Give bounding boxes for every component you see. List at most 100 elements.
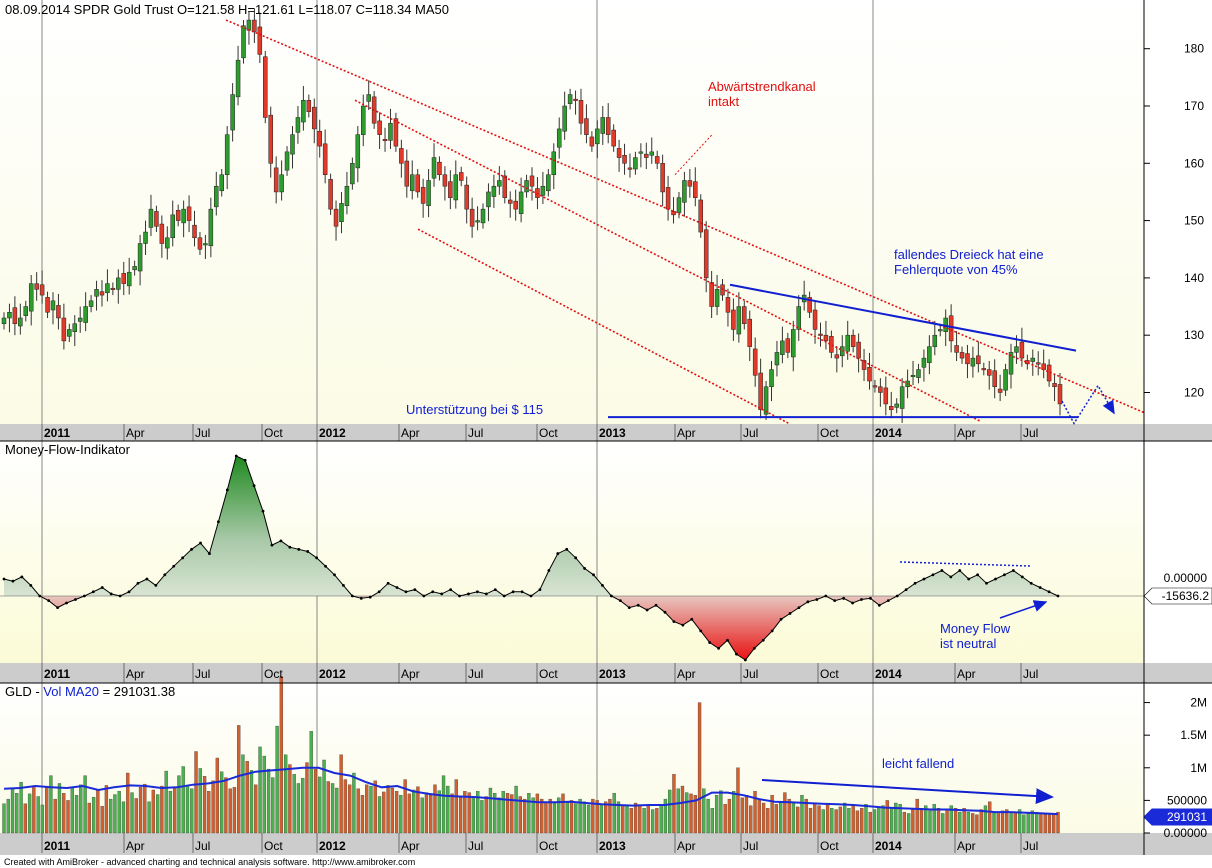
candle (132, 266, 137, 271)
mf-point (565, 547, 569, 551)
volume-bar (138, 787, 143, 834)
volume-bar (586, 804, 591, 834)
volume-bar (616, 801, 621, 834)
candle (399, 148, 404, 164)
volume-bar (309, 731, 313, 834)
mf-point (404, 590, 408, 594)
candle (927, 346, 932, 363)
volume-bar (352, 772, 356, 834)
x-tick-label: 2011 (44, 839, 70, 853)
x-tick-label: 2012 (319, 667, 346, 681)
candle (126, 271, 132, 287)
candle (785, 338, 791, 353)
volume-bar (79, 784, 83, 834)
x-tick-label: Jul (743, 839, 758, 853)
mf-point (904, 588, 908, 592)
volume-bar (808, 808, 813, 834)
candle (219, 174, 224, 192)
mf-point (377, 590, 381, 594)
annotation-leader (674, 134, 713, 176)
volume-bar (668, 789, 672, 834)
mf-point (458, 594, 461, 598)
volume-bar (1052, 814, 1056, 834)
volume-bar (87, 802, 91, 834)
candle (486, 191, 491, 208)
candle (480, 208, 486, 224)
candle (475, 220, 480, 223)
volume-bar (1039, 813, 1043, 834)
volume-bar (429, 795, 433, 834)
mf-point (806, 600, 810, 604)
candle (50, 300, 56, 311)
volume-bar (881, 805, 885, 834)
price-y-tick-label: 120 (1184, 385, 1204, 399)
volume-bar (454, 779, 458, 834)
x-tick-label: Oct (820, 667, 839, 681)
candle (290, 134, 295, 155)
volume-bar (625, 805, 629, 834)
x-tick-label: Apr (677, 426, 696, 440)
volume-bar (847, 808, 851, 834)
mf-point (752, 646, 756, 650)
mf-point (609, 594, 613, 598)
volume-bar (45, 787, 49, 834)
candle (758, 372, 763, 410)
candle (845, 334, 850, 352)
candle (497, 180, 502, 187)
volume-bar (796, 806, 800, 834)
annotation-triangle: fallendes Dreieck hat eine (894, 247, 1044, 262)
candle (388, 122, 393, 141)
x-tick-label: Apr (126, 667, 145, 681)
candle (752, 348, 758, 376)
candle (192, 224, 197, 239)
candle (997, 388, 1003, 393)
candle (284, 151, 290, 171)
volume-bar (988, 801, 992, 834)
x-tick-label: 2013 (599, 667, 626, 681)
volume-bar (804, 798, 808, 834)
candle (224, 134, 230, 176)
volume-bar (898, 804, 902, 834)
mf-point (949, 575, 953, 579)
volume-bar (100, 806, 104, 834)
candle (850, 334, 856, 347)
volume-bar (825, 804, 830, 834)
volume-bar (433, 784, 437, 834)
volume-bar (680, 785, 685, 834)
mf-point (583, 567, 586, 570)
mf-point (842, 596, 846, 600)
mf-point (976, 573, 980, 577)
volume-bar (885, 800, 889, 834)
mf-point (216, 520, 220, 524)
candle (736, 306, 742, 335)
mf-point (869, 596, 872, 600)
mf-positive-area (4, 456, 1058, 596)
volume-bar (953, 808, 958, 834)
mf-point (306, 550, 310, 553)
mf-point (252, 484, 256, 488)
candle (616, 148, 622, 158)
volume-bar (932, 804, 936, 834)
mf-point (672, 620, 676, 623)
volume-bar (919, 808, 924, 834)
volume-bar (70, 787, 74, 834)
volume-bar (241, 754, 245, 834)
candle (1019, 341, 1025, 359)
x-tick-label: Apr (957, 426, 976, 440)
volume-y-tick-label: 1.5M (1180, 728, 1207, 742)
candle (39, 284, 45, 296)
x-tick-label: Jul (1023, 667, 1038, 681)
mf-point (359, 596, 363, 600)
volume-bar (958, 811, 962, 834)
volume-bar (1026, 813, 1030, 834)
x-tick-label: Apr (401, 426, 420, 440)
price-y-tick-label: 130 (1184, 328, 1204, 342)
candle (654, 156, 660, 164)
candle (121, 273, 127, 284)
volume-bar (727, 798, 732, 834)
volume-bar (834, 809, 838, 834)
channel-middle-line (354, 99, 981, 422)
x-tick-label: 2014 (875, 667, 902, 681)
volume-bar (403, 779, 407, 834)
